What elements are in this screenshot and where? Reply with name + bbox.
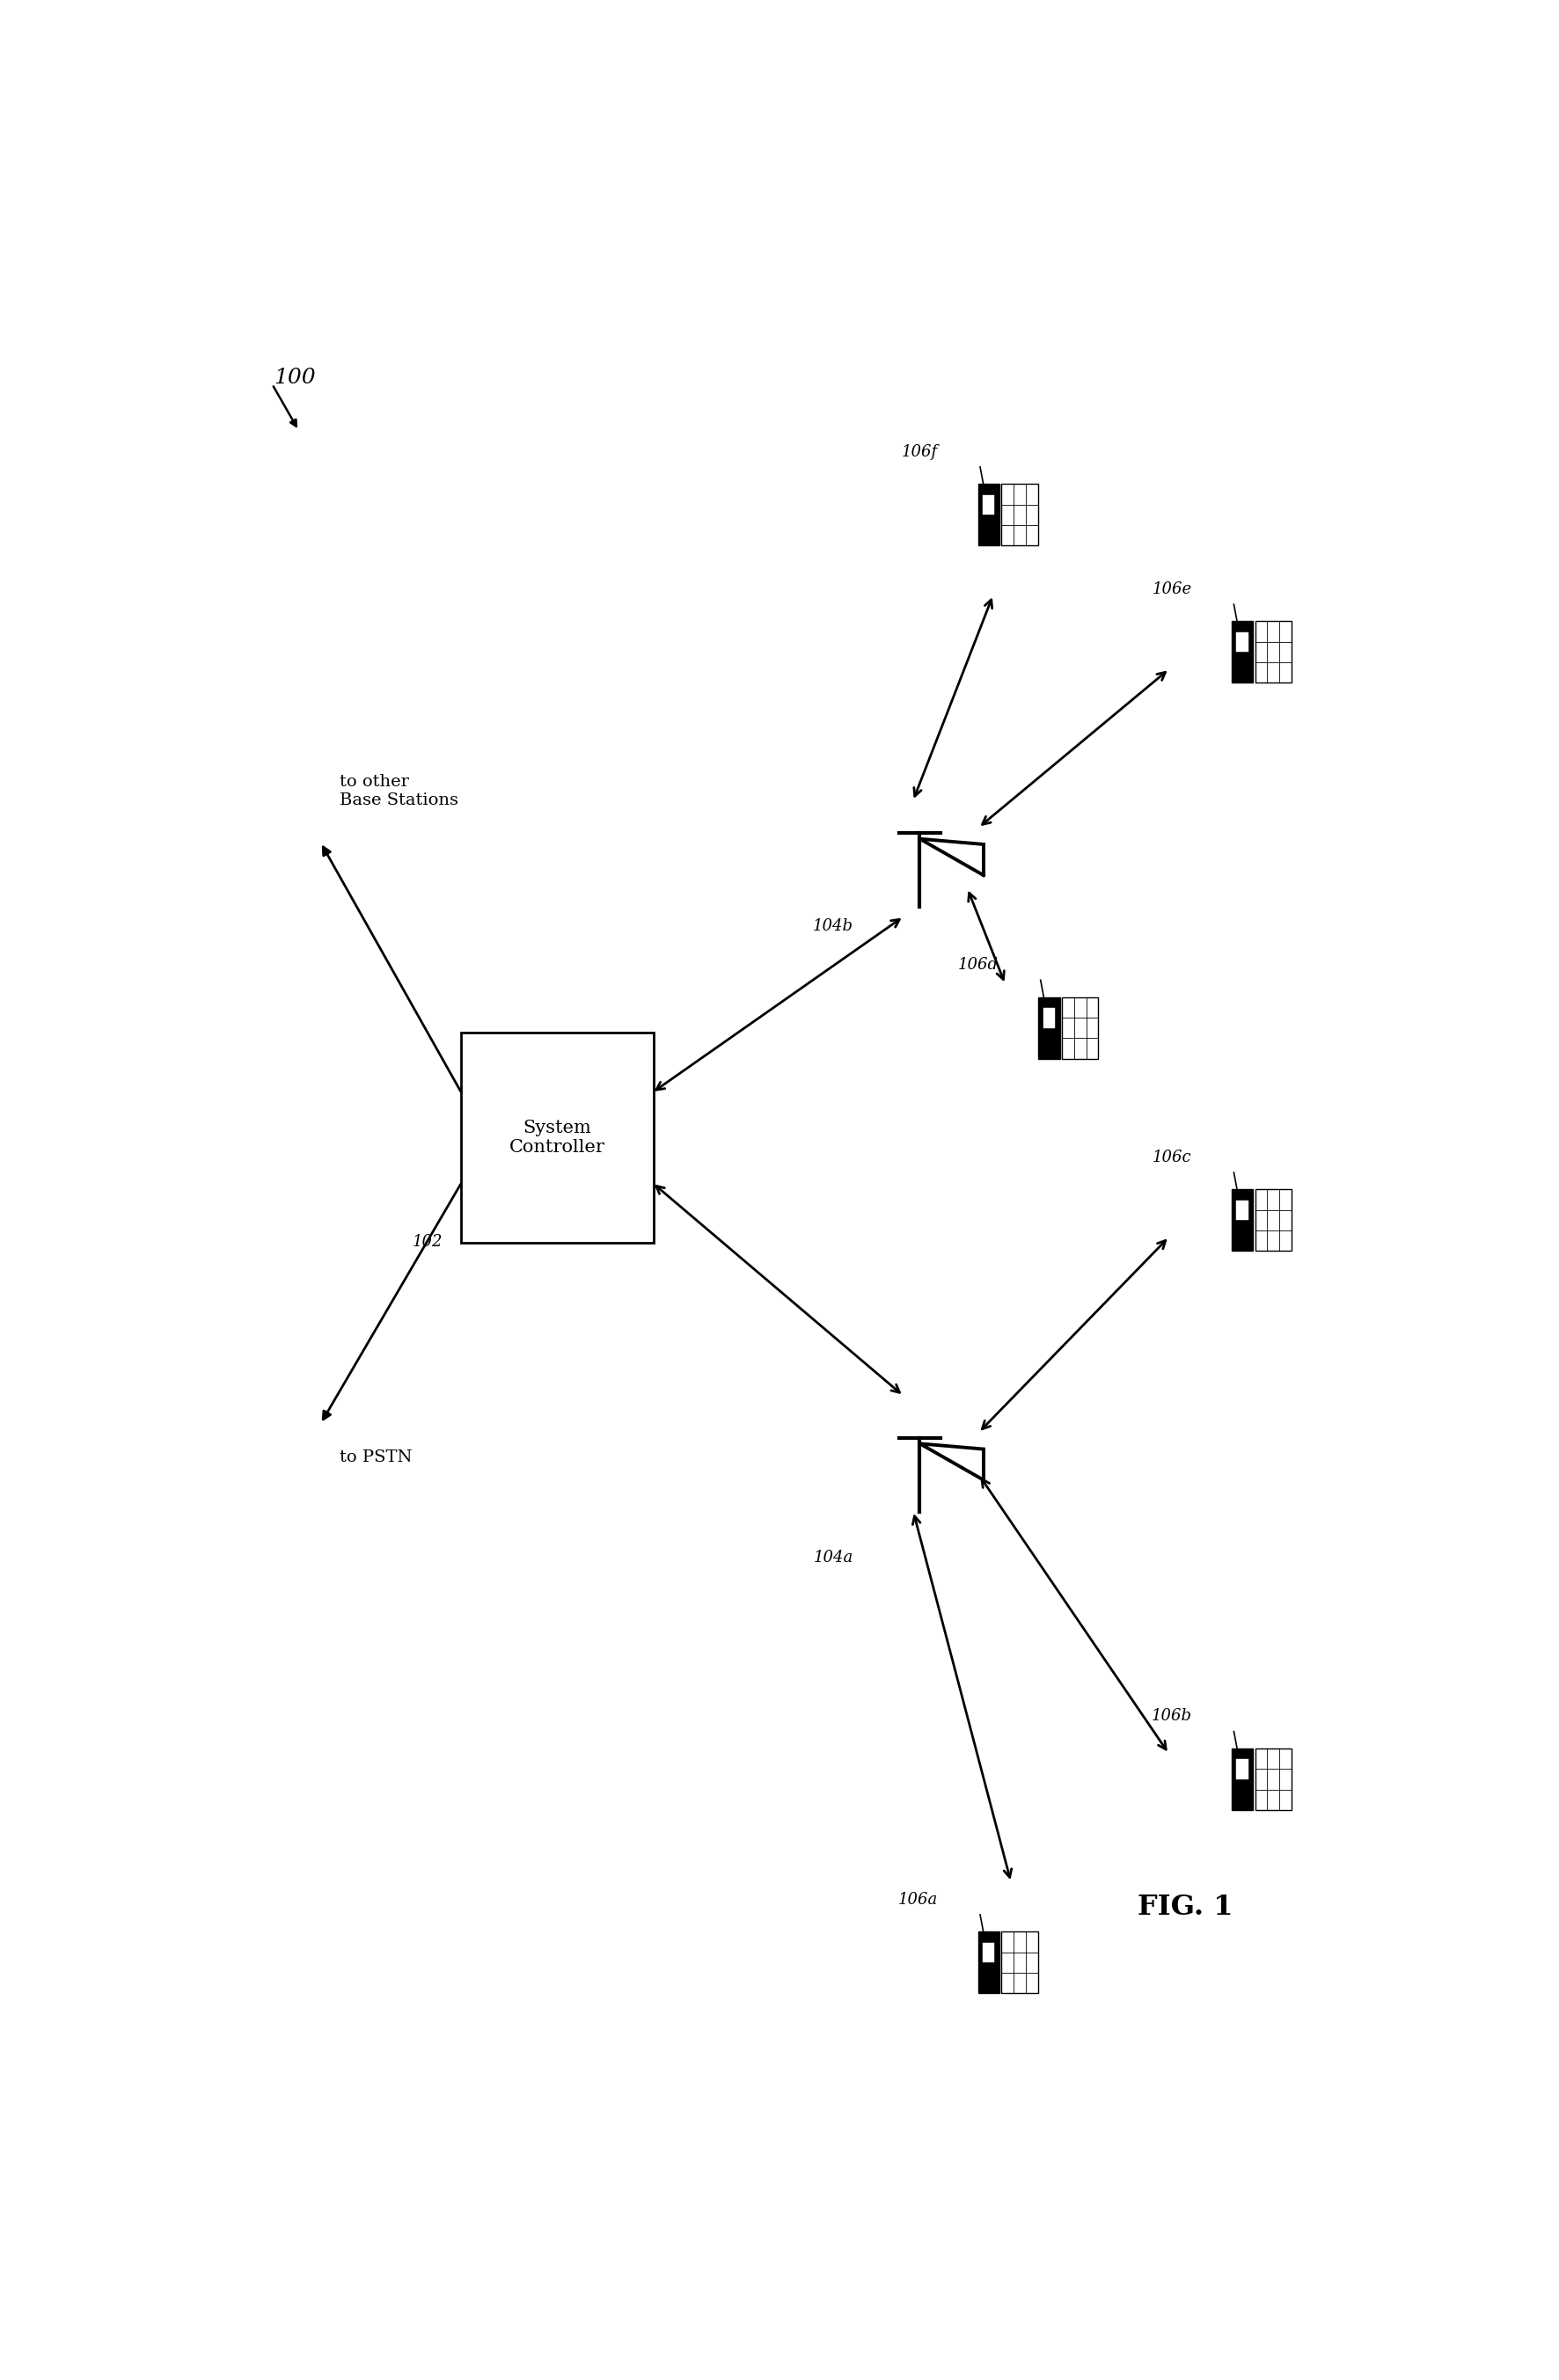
- Text: to other
Base Stations: to other Base Stations: [340, 774, 458, 807]
- Bar: [1232, 621, 1253, 683]
- Bar: [1001, 1933, 1038, 1992]
- Bar: [1062, 997, 1098, 1059]
- Bar: [1255, 621, 1291, 683]
- Bar: [1232, 1190, 1253, 1252]
- Bar: [982, 495, 995, 514]
- Bar: [1001, 483, 1038, 545]
- Text: 106b: 106b: [1151, 1709, 1191, 1723]
- Text: System
Controller: System Controller: [510, 1119, 605, 1157]
- Bar: [1255, 1749, 1291, 1809]
- Text: 102: 102: [412, 1233, 443, 1250]
- Text: to PSTN: to PSTN: [340, 1449, 413, 1466]
- Bar: [1236, 1200, 1249, 1221]
- Text: 106a: 106a: [898, 1892, 939, 1906]
- Bar: [977, 483, 999, 545]
- Text: 106c: 106c: [1152, 1150, 1191, 1166]
- Text: FIG. 1: FIG. 1: [1138, 1894, 1233, 1921]
- Text: 104b: 104b: [812, 919, 853, 933]
- Bar: [1232, 1749, 1253, 1809]
- Bar: [1236, 1759, 1249, 1780]
- Bar: [1236, 633, 1249, 652]
- Text: 100: 100: [273, 369, 315, 388]
- Text: 106d: 106d: [957, 957, 998, 973]
- Bar: [977, 1933, 999, 1992]
- Bar: [1255, 1190, 1291, 1252]
- Bar: [1043, 1009, 1055, 1028]
- Bar: [982, 1942, 995, 1963]
- Text: 106e: 106e: [1152, 581, 1191, 597]
- Bar: [1038, 997, 1060, 1059]
- Bar: [461, 1033, 655, 1242]
- Text: 104a: 104a: [814, 1549, 853, 1566]
- Text: 106f: 106f: [901, 443, 939, 459]
